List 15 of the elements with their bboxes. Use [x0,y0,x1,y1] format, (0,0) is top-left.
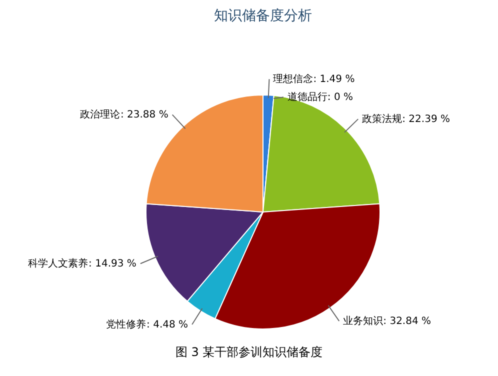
data-label: : 32.84 % [383,316,432,328]
slice-label: 理想信念 [273,73,314,86]
data-label: : 14.93 % [88,258,136,270]
slice-label: 科学人文素养 [28,258,88,270]
data-label: : 22.39 % [402,114,450,126]
slice-label: 政治理论 [80,108,120,121]
slice-label: 业务知识 [343,315,384,328]
data-label: : 1.49 % [313,74,355,86]
data-label: : 23.88 % [120,110,168,121]
chart-title: 知识储备度分析 [214,8,312,24]
slice-label: 党性修养 [106,318,146,330]
slice-label: 政策法规 [362,113,402,126]
data-label: : 4.48 % [146,320,188,330]
caption: 图 3 某干部参训知识储备度 [175,345,323,359]
text: : 0 % [327,92,354,104]
